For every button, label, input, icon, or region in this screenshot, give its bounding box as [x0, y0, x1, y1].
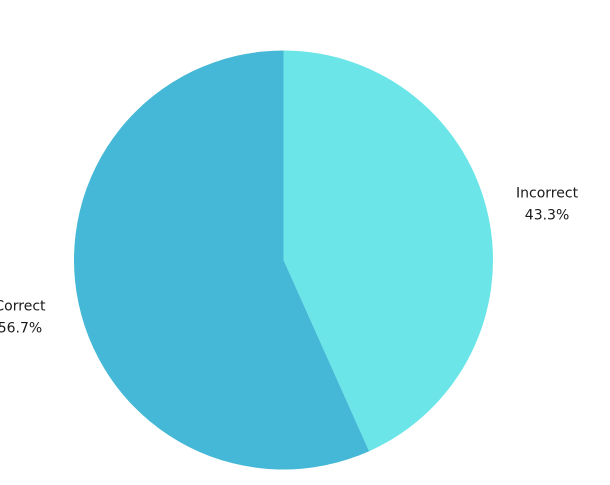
slice-label: Incorrect — [516, 186, 579, 202]
slice-percent-label: 43.3% — [525, 208, 569, 224]
pie-slice-incorrect — [283, 50, 494, 452]
pie-slice-correct — [74, 50, 370, 470]
slice-label: Correct — [0, 298, 46, 314]
slice-percent-label: 56.7% — [0, 320, 42, 336]
